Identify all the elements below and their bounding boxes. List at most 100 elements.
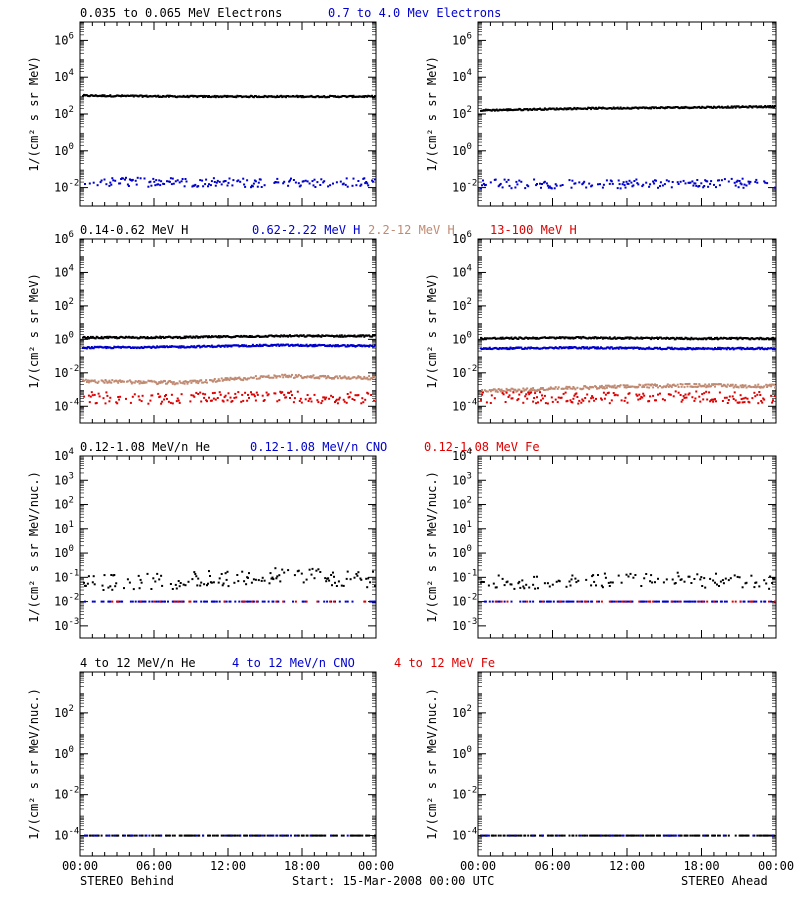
data-point <box>652 394 655 397</box>
data-point <box>610 399 613 402</box>
data-point <box>500 388 503 391</box>
data-point <box>535 184 538 187</box>
data-point <box>494 178 497 181</box>
data-point <box>178 585 181 588</box>
data-point <box>741 177 744 180</box>
data-point <box>302 581 305 584</box>
data-point <box>207 582 209 585</box>
data-point <box>575 108 578 111</box>
data-point <box>608 402 611 405</box>
data-point <box>237 580 240 583</box>
data-point <box>243 183 246 186</box>
data-point <box>353 376 356 379</box>
data-point <box>91 394 94 397</box>
data-point <box>734 184 737 187</box>
data-point <box>503 178 506 181</box>
data-point <box>617 179 620 182</box>
data-point <box>195 391 198 394</box>
data-point <box>145 381 148 384</box>
data-point <box>765 383 768 386</box>
data-point <box>568 385 571 388</box>
data-point <box>159 335 162 338</box>
data-point <box>218 391 221 394</box>
data-point <box>487 347 490 350</box>
data-point <box>774 186 776 189</box>
data-point <box>184 336 187 339</box>
data-point <box>121 600 124 603</box>
data-point <box>226 570 229 573</box>
data-point <box>109 600 112 603</box>
data-point <box>155 346 158 349</box>
data-point <box>274 392 277 395</box>
data-point <box>100 179 103 182</box>
series-1-points <box>480 105 776 112</box>
data-point <box>323 180 326 183</box>
data-point <box>360 578 363 581</box>
data-point <box>169 177 172 180</box>
data-point <box>664 337 667 340</box>
data-point <box>257 181 260 184</box>
data-point <box>213 391 216 394</box>
data-point <box>152 177 155 180</box>
data-point <box>197 393 200 395</box>
data-point <box>647 383 650 386</box>
data-point <box>604 393 607 396</box>
data-point <box>708 383 711 386</box>
data-point <box>532 387 535 390</box>
data-point <box>131 94 134 97</box>
data-point <box>680 400 683 403</box>
data-point <box>241 344 244 347</box>
data-point <box>624 396 627 399</box>
data-point <box>138 398 141 401</box>
data-point <box>373 399 375 402</box>
data-point <box>524 187 527 190</box>
data-point <box>99 181 102 184</box>
data-point <box>556 401 559 404</box>
data-point <box>582 399 585 402</box>
data-point <box>337 580 340 583</box>
data-point <box>281 568 284 571</box>
data-point <box>727 347 730 349</box>
data-point <box>317 376 320 379</box>
data-point <box>225 96 228 98</box>
data-point <box>366 182 369 185</box>
data-point <box>596 347 598 350</box>
data-point <box>178 401 181 404</box>
data-point <box>196 584 199 587</box>
data-point <box>659 181 662 184</box>
data-point <box>676 181 679 184</box>
data-point <box>332 571 334 574</box>
data-point <box>104 402 107 405</box>
data-point <box>768 106 771 109</box>
data-point <box>314 186 317 188</box>
data-point <box>97 392 100 395</box>
data-point <box>346 570 349 573</box>
data-point <box>590 108 593 111</box>
data-point <box>692 184 695 187</box>
data-point <box>351 184 354 187</box>
data-point <box>481 580 483 583</box>
data-point <box>682 179 685 182</box>
data-point <box>523 389 526 392</box>
data-point <box>356 376 359 379</box>
data-point <box>181 178 184 180</box>
data-point <box>774 337 776 340</box>
data-point <box>304 398 307 401</box>
data-point <box>146 572 149 575</box>
data-point <box>518 179 521 182</box>
data-point <box>160 574 163 577</box>
data-point <box>336 377 339 380</box>
data-point <box>229 600 232 603</box>
data-point <box>134 600 137 603</box>
data-point <box>717 346 719 349</box>
data-point <box>136 176 139 179</box>
data-point <box>346 600 349 603</box>
data-point <box>182 600 185 603</box>
data-point <box>716 348 718 351</box>
data-point <box>350 95 353 97</box>
data-point <box>312 184 315 187</box>
data-point <box>287 343 290 346</box>
series-4-points <box>83 390 375 405</box>
data-point <box>359 184 362 187</box>
data-point <box>109 94 112 97</box>
